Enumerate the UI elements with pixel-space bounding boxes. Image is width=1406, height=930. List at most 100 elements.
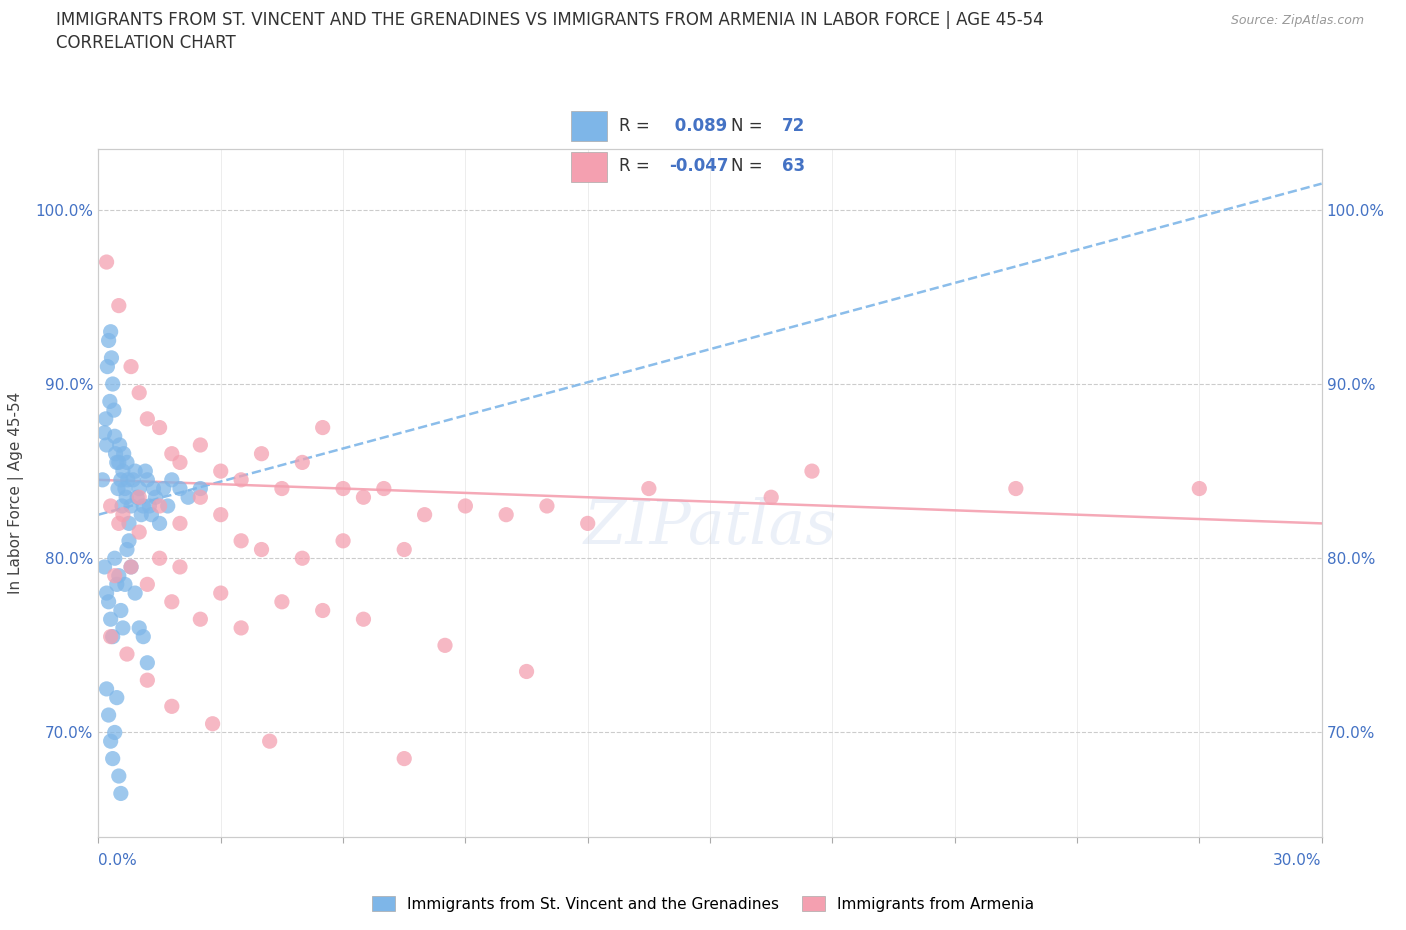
Point [152,481,174,496]
Text: 0.0%: 0.0% [98,853,138,868]
Point [177,490,200,505]
Point [132,498,155,513]
FancyBboxPatch shape [571,112,607,141]
Point [101,377,124,392]
Point [100,612,122,627]
Point [138,498,160,513]
Point [98,394,121,409]
Point [209,507,232,522]
Point [96,682,118,697]
Point [94,411,117,426]
Point [118,516,141,531]
Point [1188,481,1211,496]
Point [759,490,782,505]
Text: CORRELATION CHART: CORRELATION CHART [56,34,236,52]
Point [638,481,661,496]
Text: -0.047: -0.047 [669,157,728,175]
Point [122,472,145,487]
Point [160,446,183,461]
Point [104,568,127,583]
Point [96,437,118,452]
Point [128,490,150,505]
Point [108,299,131,313]
Point [169,560,191,575]
Point [136,656,159,671]
Point [128,620,150,635]
Point [352,490,374,505]
Point [169,516,191,531]
Point [270,594,294,609]
Point [495,507,517,522]
Point [169,481,191,496]
Point [97,333,120,348]
Point [291,455,314,470]
Point [312,420,335,435]
Point [209,464,232,479]
Point [142,481,165,496]
Point [93,560,115,575]
Point [128,525,150,539]
Point [124,586,146,601]
Point [110,603,132,618]
Point [332,481,354,496]
Text: N =: N = [731,157,768,175]
Point [259,734,281,749]
Point [103,403,125,418]
Point [111,464,134,479]
Y-axis label: In Labor Force | Age 45-54: In Labor Force | Age 45-54 [8,392,24,594]
Point [117,472,139,487]
Point [104,446,127,461]
Text: 30.0%: 30.0% [1274,853,1322,868]
Text: 72: 72 [782,117,806,135]
Point [108,437,131,452]
Point [209,586,232,601]
Text: 0.089: 0.089 [669,117,727,135]
Text: R =: R = [619,157,655,175]
Point [97,594,120,609]
Point [120,359,142,374]
Point [145,490,167,505]
Point [136,411,159,426]
Point [136,472,159,487]
Point [536,498,558,513]
Point [134,464,156,479]
Point [231,534,253,549]
Point [132,630,155,644]
Point [332,534,354,549]
Point [250,542,273,557]
Point [111,620,134,635]
Text: N =: N = [731,117,768,135]
Point [101,630,124,644]
Point [352,612,374,627]
Point [100,630,122,644]
Point [100,734,122,749]
Point [104,429,127,444]
Point [188,437,212,452]
Point [96,359,118,374]
Point [516,664,538,679]
Point [136,672,159,687]
Point [160,472,183,487]
Point [114,481,136,496]
Text: ZIPatlas: ZIPatlas [583,498,837,557]
Point [169,455,191,470]
Point [108,568,131,583]
Point [188,481,212,496]
Point [128,481,150,496]
Point [291,551,314,565]
Point [149,498,172,513]
Point [91,472,114,487]
Point [433,638,456,653]
Point [231,620,253,635]
Point [101,751,124,766]
Point [120,560,142,575]
Point [100,498,122,513]
Point [104,725,127,740]
Point [188,490,212,505]
Point [105,690,128,705]
Point [107,481,129,496]
Point [108,455,131,470]
FancyBboxPatch shape [571,152,607,182]
Point [201,716,224,731]
Point [231,472,253,487]
